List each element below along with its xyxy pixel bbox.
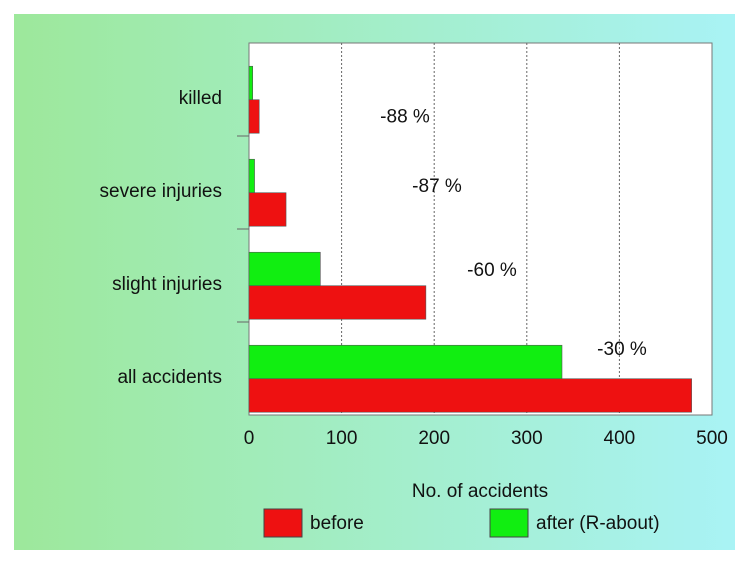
y-tick-label: slight injuries	[112, 274, 222, 295]
bar	[248, 251, 321, 287]
bar	[248, 158, 255, 194]
x-tick-label: 300	[511, 428, 543, 449]
annotation: -88 %	[380, 106, 430, 127]
bar	[248, 378, 692, 413]
bar	[248, 99, 260, 134]
legend-label: before	[310, 513, 364, 534]
x-tick-label: 0	[244, 428, 255, 449]
bar	[248, 344, 563, 380]
x-axis-label: No. of accidents	[412, 481, 548, 502]
legend-swatch	[263, 508, 303, 538]
x-tick-label: 100	[326, 428, 358, 449]
y-tick-label: killed	[179, 88, 222, 109]
bar	[248, 65, 254, 101]
bar	[248, 285, 427, 320]
legend-swatch	[489, 508, 529, 538]
x-tick-label: 500	[696, 428, 728, 449]
x-tick-label: 400	[604, 428, 636, 449]
y-tick-label: severe injuries	[100, 181, 223, 202]
bar	[248, 192, 287, 227]
annotation: -60 %	[467, 260, 517, 281]
annotation: -30 %	[597, 339, 647, 360]
x-tick-label: 200	[418, 428, 450, 449]
annotation: -87 %	[412, 176, 462, 197]
y-tick-label: all accidents	[117, 367, 222, 388]
legend-label: after (R-about)	[536, 513, 660, 534]
